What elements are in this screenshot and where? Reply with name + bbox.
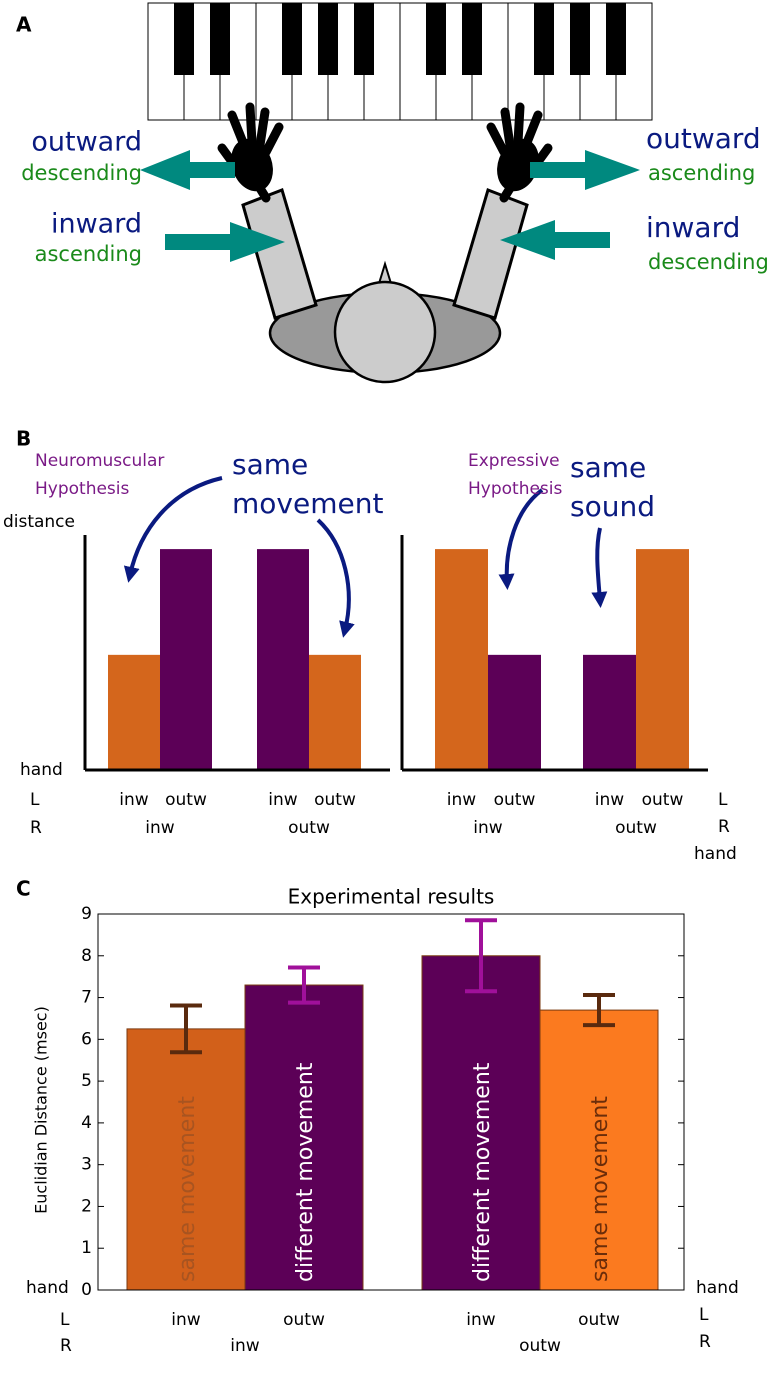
- x-tick-label: outw: [494, 790, 536, 810]
- black-key: [282, 3, 302, 75]
- row-label: hand: [696, 1278, 739, 1298]
- y-axis-label: distance: [3, 512, 75, 532]
- row-label: hand: [694, 844, 737, 864]
- bar: [421, 955, 541, 1291]
- chart-title: Experimental results: [288, 885, 495, 909]
- right-hand: [486, 102, 553, 203]
- right-arm: [452, 188, 529, 320]
- bar: [636, 549, 689, 770]
- panel-label: C: [16, 877, 31, 901]
- left-arm: [241, 188, 318, 320]
- annotation: Neuromuscular: [35, 451, 164, 471]
- annotation: same: [232, 448, 308, 481]
- y-tick-label: 4: [81, 1113, 92, 1133]
- bar: [160, 549, 212, 770]
- bar-label: different movement: [293, 1062, 318, 1282]
- annotation: same: [570, 451, 646, 484]
- x-tick-label: inw: [595, 790, 624, 810]
- x-tick-label: inw: [447, 790, 476, 810]
- x-tick-label: outw: [314, 790, 356, 810]
- pitch-label: descending: [648, 250, 769, 274]
- y-tick-label: 5: [81, 1071, 92, 1091]
- annotation: sound: [570, 490, 655, 523]
- direction-label: inward: [51, 209, 142, 240]
- head: [333, 280, 437, 384]
- row-label: R: [718, 817, 730, 837]
- bar: [126, 1028, 246, 1291]
- black-key: [462, 3, 482, 75]
- annotation: Hypothesis: [468, 479, 563, 499]
- y-tick-label: 7: [81, 988, 92, 1008]
- panel-label: B: [16, 427, 31, 451]
- x-tick-label: inw: [466, 1310, 495, 1330]
- bar-label: same movement: [588, 1096, 613, 1282]
- black-key: [606, 3, 626, 75]
- row-label: R: [60, 1336, 72, 1356]
- annotation: Expressive: [468, 451, 560, 471]
- annotation: Hypothesis: [35, 479, 130, 499]
- bar-label: same movement: [175, 1096, 200, 1282]
- bar: [257, 549, 309, 770]
- bar: [309, 654, 361, 770]
- black-key: [570, 3, 590, 75]
- group-label: inw: [230, 1336, 259, 1356]
- row-label: hand: [26, 1278, 69, 1298]
- y-tick-label: 2: [81, 1196, 92, 1216]
- direction-label: outward: [31, 127, 142, 158]
- pitch-label: ascending: [35, 242, 142, 266]
- y-tick-label: 3: [81, 1155, 92, 1175]
- y-tick-label: 0: [81, 1280, 92, 1300]
- y-tick-label: 8: [81, 946, 92, 966]
- pitch-label: ascending: [648, 161, 755, 185]
- movement-arrows: [140, 150, 640, 262]
- bar-label: different movement: [470, 1062, 495, 1282]
- annotation-arrow: [123, 476, 608, 638]
- bar: [435, 549, 488, 770]
- pitch-label: descending: [21, 161, 142, 185]
- y-tick-label: 1: [81, 1238, 92, 1258]
- row-label: hand: [20, 760, 63, 780]
- x-tick-label: outw: [165, 790, 207, 810]
- bar: [108, 654, 160, 770]
- row-label: L: [30, 790, 40, 810]
- row-label: L: [60, 1310, 70, 1330]
- x-tick-label: inw: [119, 790, 148, 810]
- row-label: L: [699, 1305, 709, 1325]
- group-label: outw: [288, 818, 330, 838]
- group-label: inw: [473, 818, 502, 838]
- keyboard: [147, 2, 653, 121]
- group-label: inw: [145, 818, 174, 838]
- x-tick-label: inw: [171, 1310, 200, 1330]
- black-key: [534, 3, 554, 75]
- row-label: R: [699, 1332, 711, 1352]
- black-key: [426, 3, 446, 75]
- group-label: outw: [615, 818, 657, 838]
- x-tick-label: outw: [578, 1310, 620, 1330]
- bar: [488, 654, 541, 770]
- plot-frame: [97, 913, 685, 1291]
- x-tick-label: inw: [268, 790, 297, 810]
- annotation: movement: [232, 487, 383, 520]
- direction-label: outward: [646, 122, 761, 155]
- black-key: [174, 3, 194, 75]
- bar: [583, 654, 636, 770]
- bar: [244, 984, 364, 1291]
- black-key: [318, 3, 338, 75]
- row-label: L: [718, 790, 728, 810]
- y-tick-label: 9: [81, 904, 92, 924]
- group-label: outw: [519, 1336, 561, 1356]
- direction-label: inward: [646, 211, 740, 244]
- y-axis-label: Euclidian Distance (msec): [32, 1006, 51, 1214]
- black-key: [210, 3, 230, 75]
- x-tick-label: outw: [283, 1310, 325, 1330]
- x-tick-label: outw: [642, 790, 684, 810]
- panel-label: A: [16, 13, 32, 37]
- row-label: R: [30, 818, 42, 838]
- y-tick-label: 6: [81, 1029, 92, 1049]
- left-hand: [217, 102, 284, 203]
- black-key: [354, 3, 374, 75]
